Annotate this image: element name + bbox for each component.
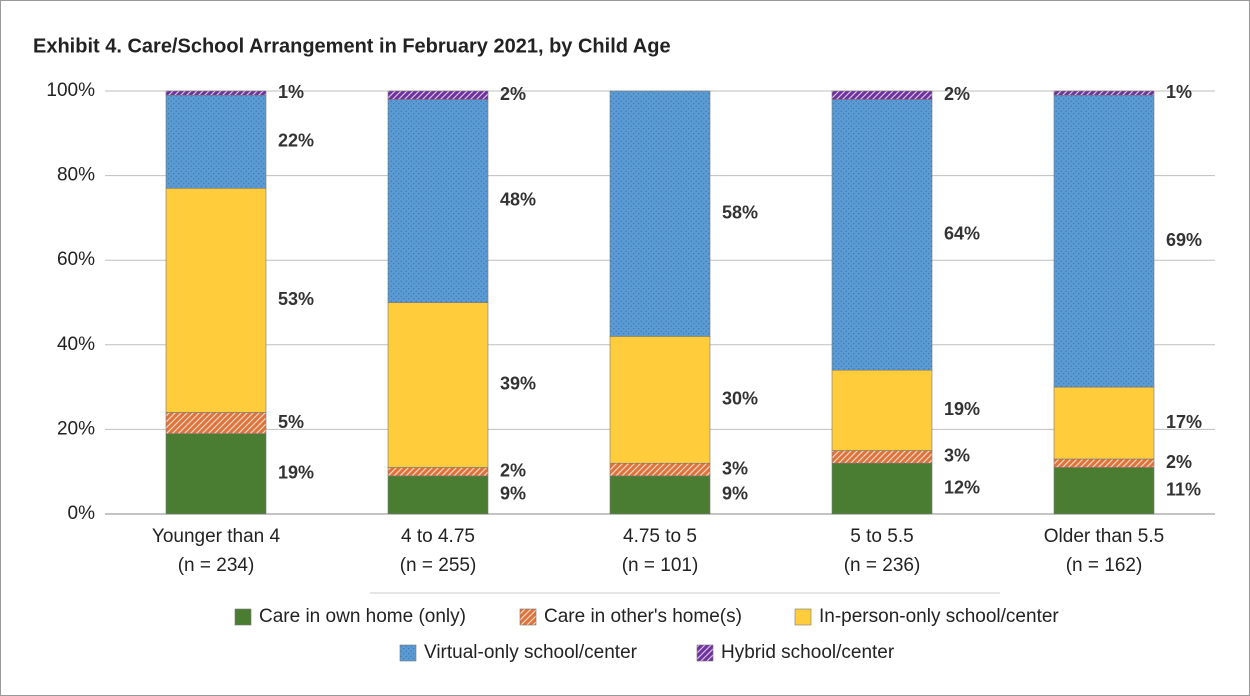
bar-segment — [387, 467, 489, 477]
value-label: 3% — [944, 446, 970, 466]
bar-segment — [609, 90, 711, 337]
bar-segment — [165, 412, 267, 434]
x-tick-label: 4 to 4.75 — [401, 526, 475, 547]
value-label: 1% — [278, 82, 304, 102]
value-label: 2% — [500, 84, 526, 104]
x-tick-label: Older than 5.5 — [1044, 526, 1164, 547]
value-label: 69% — [1166, 230, 1202, 250]
value-label: 9% — [500, 484, 526, 504]
value-label: 39% — [500, 374, 536, 394]
value-label: 64% — [944, 224, 980, 244]
bar-segment — [1053, 94, 1155, 388]
bar-segment — [165, 433, 267, 515]
legend-label: Virtual-only school/center — [424, 642, 638, 663]
x-tick-label: (n = 162) — [1066, 555, 1143, 576]
value-label: 19% — [944, 399, 980, 419]
value-label: 58% — [722, 202, 758, 222]
bar-segment — [609, 336, 711, 464]
value-label: 17% — [1166, 412, 1202, 432]
y-tick-label: 40% — [57, 334, 95, 355]
bar-segment — [387, 302, 489, 468]
value-label: 5% — [278, 412, 304, 432]
value-label: 1% — [1166, 82, 1192, 102]
value-label: 2% — [1166, 452, 1192, 472]
bar-segment — [165, 94, 267, 189]
legend-label: Care in other's home(s) — [544, 606, 742, 627]
legend-swatch — [696, 644, 714, 662]
legend-swatch — [519, 608, 537, 626]
legend-swatch — [794, 608, 812, 626]
bar-segment — [165, 90, 267, 96]
bar-segment — [609, 462, 711, 477]
bar-segment — [387, 99, 489, 303]
x-tick-label: (n = 236) — [844, 555, 921, 576]
bar-segment — [831, 90, 933, 100]
legend-swatch — [399, 644, 417, 662]
bar-segment — [609, 475, 711, 515]
x-tick-label: (n = 255) — [400, 555, 477, 576]
bar-segment — [387, 90, 489, 100]
legend-swatch — [234, 608, 252, 626]
bar-segment — [831, 462, 933, 515]
value-label: 3% — [722, 458, 748, 478]
bar-segment — [1053, 458, 1155, 468]
x-tick-label: 5 to 5.5 — [850, 526, 913, 547]
y-tick-label: 60% — [57, 249, 95, 270]
value-label: 30% — [722, 389, 758, 409]
x-tick-label: Younger than 4 — [152, 526, 281, 547]
chart-title: Exhibit 4. Care/School Arrangement in Fe… — [33, 35, 671, 57]
value-label: 53% — [278, 289, 314, 309]
value-label: 11% — [1166, 479, 1201, 499]
bar-segment — [165, 187, 267, 413]
y-tick-label: 0% — [68, 503, 96, 524]
value-label: 22% — [278, 131, 314, 151]
legend-label: Hybrid school/center — [721, 642, 895, 663]
value-label: 2% — [500, 460, 526, 480]
x-tick-label: 4.75 to 5 — [623, 526, 697, 547]
y-tick-label: 100% — [46, 80, 95, 101]
bar-segment — [1053, 386, 1155, 460]
bar-segment — [831, 369, 933, 451]
value-label: 2% — [944, 84, 970, 104]
value-label: 9% — [722, 484, 748, 504]
bar-segment — [387, 475, 489, 515]
legend-label: In-person-only school/center — [819, 606, 1059, 627]
bar-segment — [831, 450, 933, 464]
value-label: 19% — [278, 463, 314, 483]
value-label: 12% — [944, 477, 980, 497]
bar-segment — [1053, 90, 1155, 96]
value-label: 48% — [500, 190, 536, 210]
x-tick-label: (n = 234) — [178, 555, 255, 576]
y-tick-label: 80% — [57, 165, 95, 186]
legend-label: Care in own home (only) — [259, 606, 466, 627]
y-tick-label: 20% — [57, 418, 95, 439]
bar-segment — [1053, 467, 1155, 515]
x-tick-label: (n = 101) — [622, 555, 699, 576]
bar-segment — [831, 99, 933, 371]
